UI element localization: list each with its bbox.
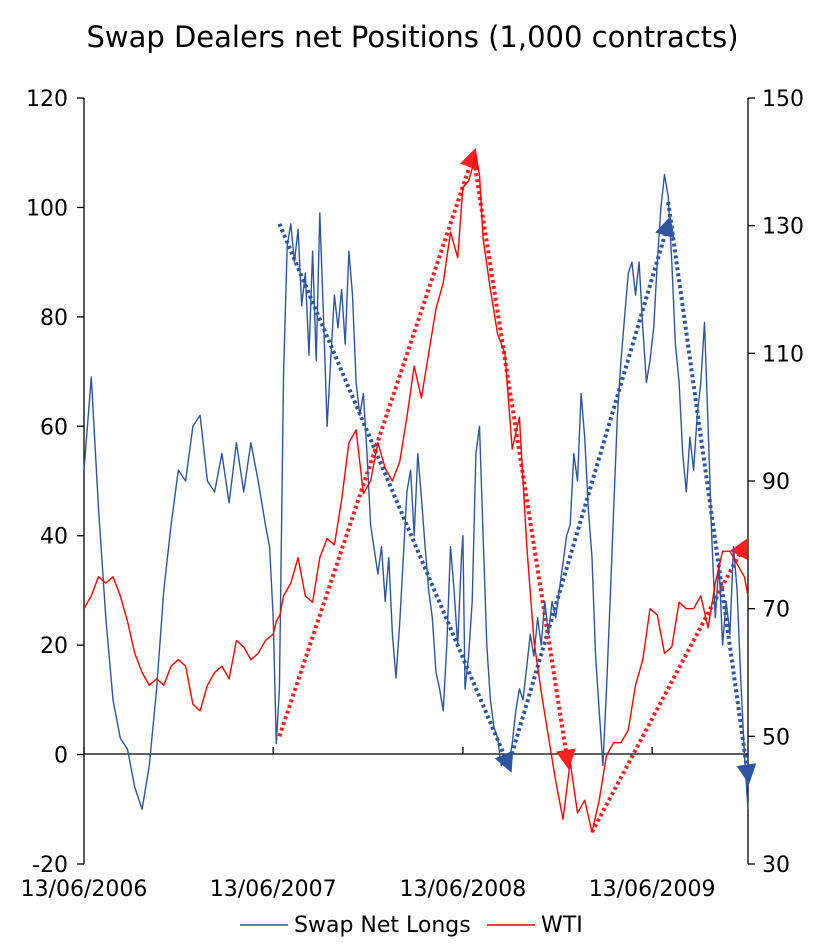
trend-arrow-red	[590, 537, 749, 834]
y-right-tick-label: 70	[762, 598, 790, 623]
legend-label-swap: Swap Net Longs	[294, 913, 471, 938]
y-right-tick-label: 50	[762, 725, 790, 750]
y-right-tick-label: 150	[762, 87, 804, 112]
series-lines	[83, 154, 749, 833]
trend-arrow-blue	[506, 216, 675, 767]
y-right-tick-label: 110	[762, 342, 804, 367]
y-left-tick-label: 20	[40, 634, 68, 659]
series-line-swap-net-longs	[83, 173, 749, 810]
x-tick-label: 13/06/2006	[21, 877, 148, 902]
y-left-tick-label: 80	[40, 306, 68, 331]
y-left-tick-label: -20	[32, 853, 68, 878]
x-tick-label: 13/06/2009	[589, 877, 716, 902]
axes: 120 100 80 60 40 20 0 -20 150 130 110 90 70 50 30 13/06…	[21, 87, 804, 902]
y-left-tick-label: 100	[26, 196, 68, 221]
y-left-tick-label: 0	[54, 744, 68, 769]
y-left-tick-label: 40	[40, 525, 68, 550]
y-right-tick-label: 90	[762, 470, 790, 495]
series-line-wti	[83, 154, 749, 833]
trend-arrow-blue	[666, 201, 757, 785]
legend: Swap Net Longs WTI	[240, 913, 583, 938]
y-left-tick-label: 60	[40, 415, 68, 440]
trend-arrow-red	[471, 155, 576, 770]
y-left-tick-label: 120	[26, 87, 68, 112]
legend-label-wti: WTI	[541, 913, 583, 938]
chart-title: Swap Dealers net Positions (1,000 contra…	[86, 20, 739, 54]
y-right-tick-label: 30	[762, 853, 790, 878]
trend-arrow-red	[277, 147, 479, 737]
y-right-tick-label: 130	[762, 215, 804, 240]
x-tick-label: 13/06/2007	[210, 877, 337, 902]
x-tick-label: 13/06/2008	[400, 877, 527, 902]
